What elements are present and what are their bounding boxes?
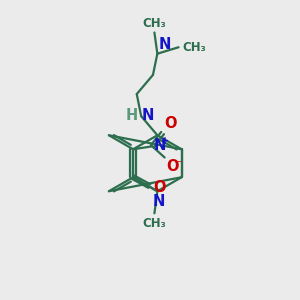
Text: N: N [159,37,171,52]
Text: +: + [160,136,169,146]
Text: O: O [164,116,177,131]
Text: N: N [154,138,167,153]
Text: CH₃: CH₃ [182,41,206,54]
Text: H: H [125,108,138,123]
Text: O: O [166,159,178,174]
Text: N: N [153,194,165,208]
Text: CH₃: CH₃ [142,16,166,30]
Text: ⁻: ⁻ [175,159,181,169]
Text: O: O [153,180,165,195]
Text: CH₃: CH₃ [142,217,166,230]
Text: N: N [142,108,154,123]
